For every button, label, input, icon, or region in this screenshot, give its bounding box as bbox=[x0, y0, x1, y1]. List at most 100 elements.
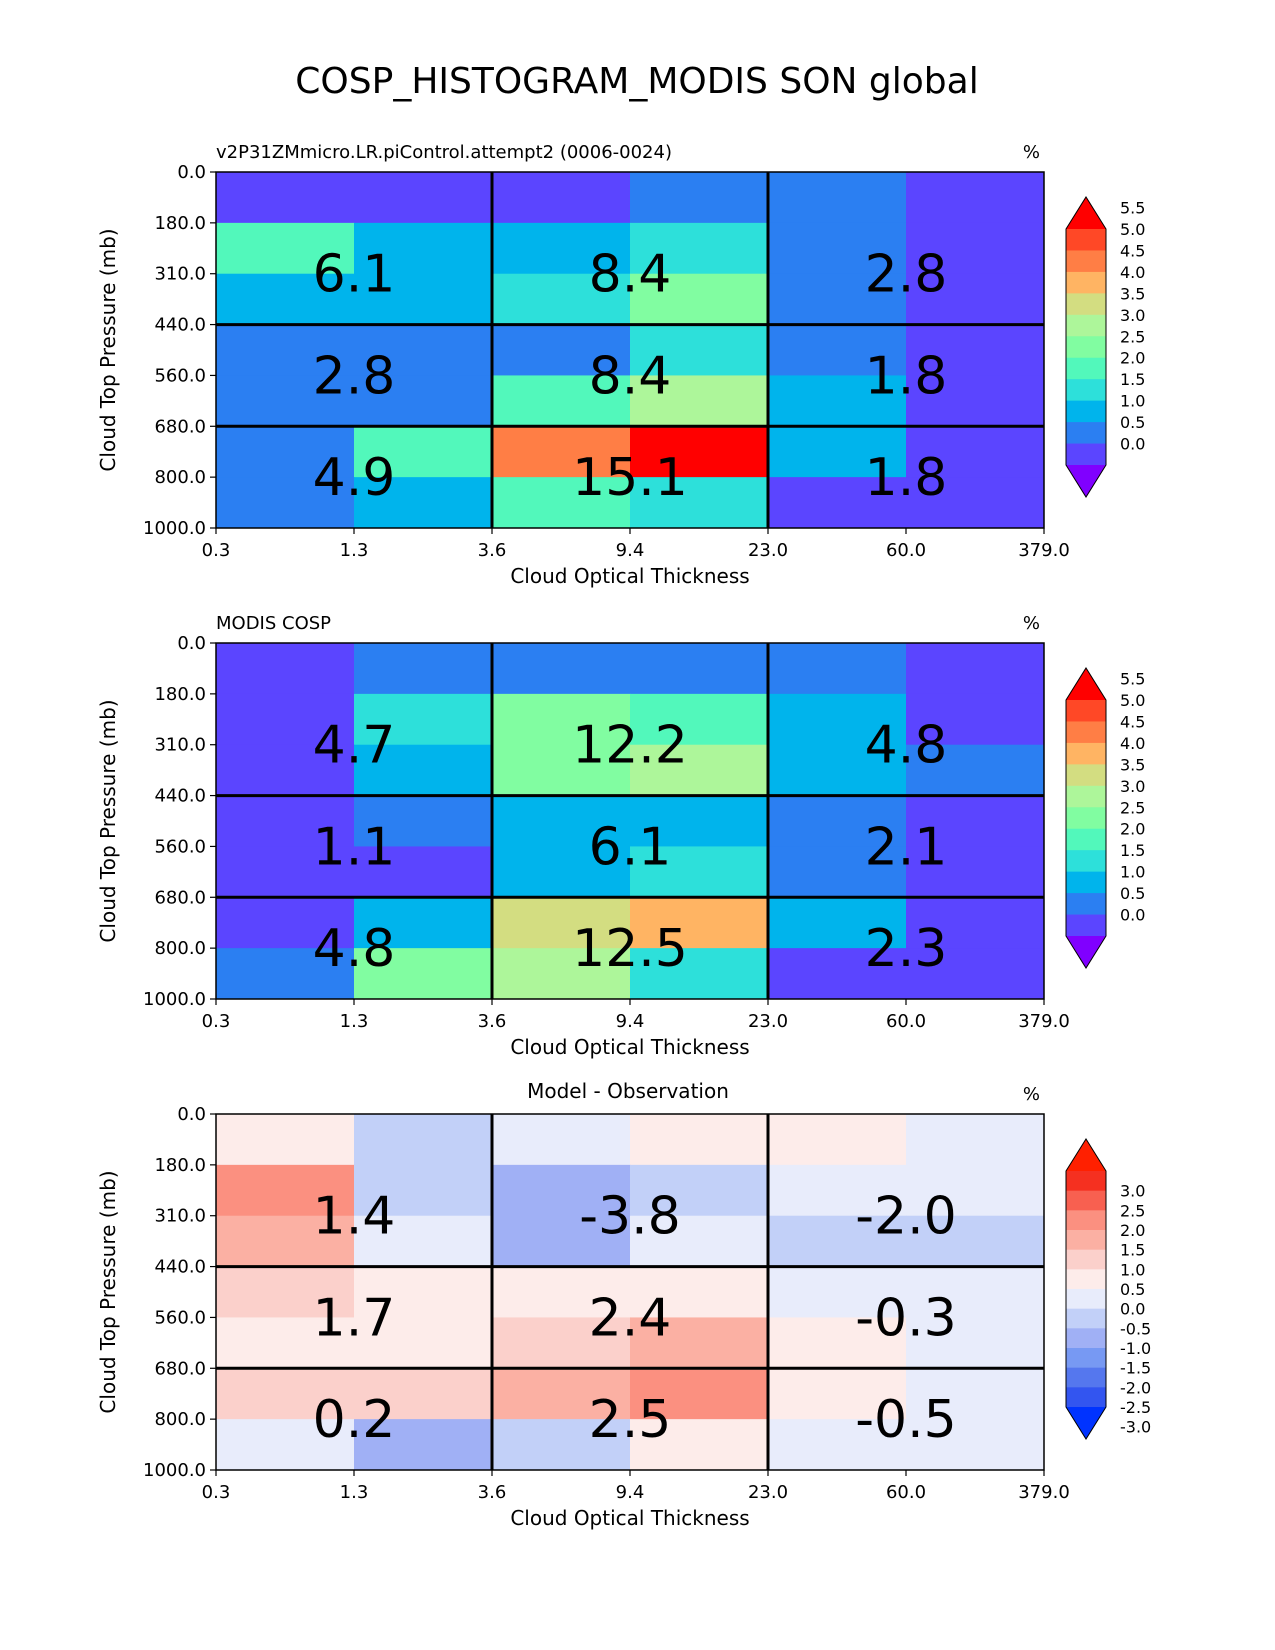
heatmap-cell bbox=[630, 1164, 769, 1217]
x-tick-label: 0.3 bbox=[202, 540, 231, 561]
heatmap-cell bbox=[906, 744, 1045, 797]
heatmap-cell bbox=[768, 897, 907, 949]
heatmap-cell bbox=[768, 1164, 907, 1217]
colorbar-segment bbox=[1066, 1367, 1106, 1388]
colorbar-tick-label: -0.5 bbox=[1120, 1319, 1151, 1338]
heatmap-cell bbox=[906, 375, 1045, 427]
colorbar-segment bbox=[1066, 1289, 1106, 1310]
y-tick-label: 560.0 bbox=[154, 365, 206, 386]
box-value-label: -0.5 bbox=[855, 1390, 956, 1450]
heatmap-cell bbox=[354, 897, 493, 949]
panel-subtitle-left: v2P31ZMmicro.LR.piControl.attempt2 (0006… bbox=[216, 142, 672, 163]
y-tick-label: 310.0 bbox=[154, 735, 206, 756]
colorbar-tick-label: 1.0 bbox=[1120, 1260, 1145, 1279]
heatmap-cell bbox=[630, 1266, 769, 1318]
heatmap-cell bbox=[216, 1368, 355, 1420]
colorbar-outline bbox=[1065, 1138, 1107, 1440]
colorbar-segment bbox=[1066, 1328, 1106, 1349]
colorbar-tick-label: 0.5 bbox=[1120, 884, 1145, 903]
x-tick-label: 1.3 bbox=[340, 1482, 369, 1503]
heatmap-cell bbox=[354, 172, 493, 224]
heatmap-cell bbox=[216, 172, 355, 224]
colorbar-segment bbox=[1066, 293, 1106, 316]
heatmap-cell bbox=[354, 1215, 493, 1268]
heatmap-cell bbox=[216, 897, 355, 949]
colorbar-outline bbox=[1065, 667, 1107, 969]
colorbar-tick-label: 1.0 bbox=[1120, 392, 1145, 411]
colorbar-segment bbox=[1066, 400, 1106, 423]
colorbar-segment bbox=[1066, 1171, 1106, 1192]
x-tick-label: 379.0 bbox=[1018, 1482, 1070, 1503]
colorbar-tick-label: 4.5 bbox=[1120, 712, 1145, 731]
x-tick-label: 3.6 bbox=[478, 1011, 507, 1032]
y-tick-label: 560.0 bbox=[154, 1307, 206, 1328]
heatmap-cell bbox=[354, 643, 493, 695]
heatmap-cell bbox=[492, 172, 631, 224]
box-value-label: -2.0 bbox=[855, 1187, 956, 1247]
colorbar-tick-label: 5.0 bbox=[1120, 220, 1145, 239]
y-tick-label: 800.0 bbox=[154, 938, 206, 959]
heatmap-cell bbox=[630, 1419, 769, 1471]
heatmap-cell bbox=[768, 643, 907, 695]
heatmap-cell bbox=[906, 1215, 1045, 1268]
y-tick-label: 310.0 bbox=[154, 1206, 206, 1227]
heatmap-cell bbox=[768, 172, 907, 224]
y-axis-ticks: 0.0 180.0 310.0 440.0 560.0 680.0 800.0 1000.0 bbox=[143, 633, 216, 1010]
heatmap-cell bbox=[354, 1164, 493, 1217]
heatmap-cell bbox=[492, 375, 631, 427]
heatmap-cell bbox=[216, 375, 355, 427]
x-axis-label: Cloud Optical Thickness bbox=[510, 564, 749, 588]
x-tick-label: 1.3 bbox=[340, 540, 369, 561]
colorbar-segment bbox=[1066, 721, 1106, 744]
colorbar-extend-max bbox=[1066, 1139, 1106, 1171]
x-tick-label: 3.6 bbox=[478, 1482, 507, 1503]
heatmap-cell bbox=[492, 795, 631, 847]
colorbar-tick-label: -1.0 bbox=[1120, 1339, 1151, 1358]
colorbar-tick-label: 1.5 bbox=[1120, 370, 1145, 389]
heatmap-cell bbox=[906, 222, 1045, 275]
heatmap-cell bbox=[906, 795, 1045, 847]
heatmap-cell bbox=[768, 1368, 907, 1420]
heatmap-cell bbox=[906, 426, 1045, 478]
heatmap-cell bbox=[906, 1164, 1045, 1217]
box-value-label: 4.9 bbox=[313, 448, 396, 508]
heatmap-cell bbox=[492, 1317, 631, 1369]
y-tick-label: 680.0 bbox=[154, 1358, 206, 1379]
heatmap-cell bbox=[354, 693, 493, 746]
heatmap-cell bbox=[906, 1317, 1045, 1369]
colorbar-tick-label: -2.5 bbox=[1120, 1398, 1151, 1417]
heatmap-cell bbox=[216, 1419, 355, 1471]
heatmap-cell bbox=[492, 477, 631, 529]
heatmap-cell bbox=[768, 222, 907, 275]
colorbar-tick-label: 4.0 bbox=[1120, 734, 1145, 753]
heatmap-cell bbox=[768, 1419, 907, 1471]
box-value-label: 8.4 bbox=[589, 245, 672, 305]
colorbar-extend-min bbox=[1066, 936, 1106, 968]
grid-lines bbox=[216, 1114, 1044, 1470]
colorbar-segment bbox=[1066, 314, 1106, 337]
box-value-label: 1.7 bbox=[313, 1288, 396, 1348]
heatmap-cell bbox=[906, 273, 1045, 326]
colorbar-tick-label: 2.0 bbox=[1120, 349, 1145, 368]
box-value-label: 2.5 bbox=[589, 1390, 672, 1450]
heatmap-cell bbox=[492, 1114, 631, 1166]
y-tick-label: 440.0 bbox=[154, 315, 206, 336]
heatmap-cell bbox=[354, 477, 493, 529]
y-tick-label: 310.0 bbox=[154, 264, 206, 285]
heatmap-cell bbox=[906, 477, 1045, 529]
colorbar-segment bbox=[1066, 785, 1106, 808]
x-tick-label: 23.0 bbox=[748, 540, 788, 561]
colorbar-segment bbox=[1066, 807, 1106, 830]
heatmap-cell bbox=[492, 643, 631, 695]
y-tick-label: 1000.0 bbox=[143, 518, 206, 539]
box-value-label: 12.2 bbox=[572, 716, 688, 776]
heatmap-cell bbox=[906, 172, 1045, 224]
y-tick-label: 800.0 bbox=[154, 467, 206, 488]
colorbar-tick-label: 5.0 bbox=[1120, 691, 1145, 710]
colorbar-tick-label: 3.5 bbox=[1120, 284, 1145, 303]
y-tick-label: 0.0 bbox=[177, 162, 206, 183]
x-tick-label: 1.3 bbox=[340, 1011, 369, 1032]
heatmap-cell bbox=[492, 1419, 631, 1471]
heatmap-cell bbox=[768, 948, 907, 1000]
